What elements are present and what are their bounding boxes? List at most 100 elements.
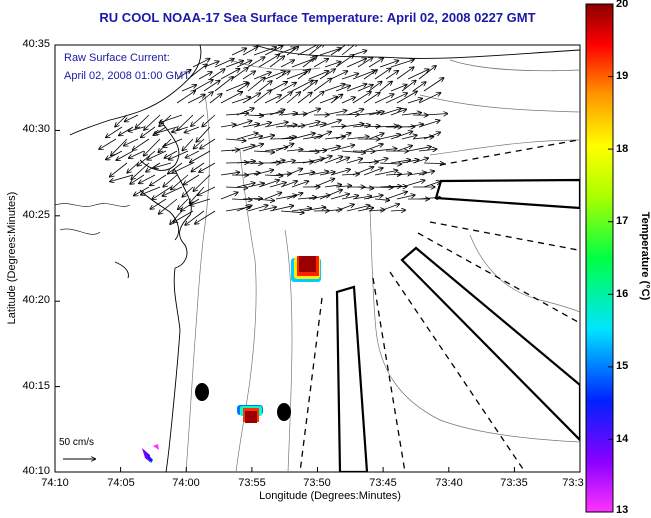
current-vector: [144, 114, 161, 130]
current-vector: [196, 126, 211, 142]
current-vector: [385, 174, 401, 175]
colorbar-tick-label: 17: [616, 215, 629, 227]
current-vector: [159, 198, 178, 214]
current-vector: [313, 156, 332, 164]
current-vector: [242, 71, 255, 80]
restricted-zones: [335, 178, 580, 472]
bathymetry-contours: [185, 59, 580, 472]
current-vector: [236, 83, 249, 92]
current-vector: [203, 62, 219, 68]
current-vector: [269, 183, 286, 188]
current-vector: [396, 67, 414, 80]
x-axis-label: Longitude (Degrees:Minutes): [259, 490, 401, 502]
current-vector: [110, 162, 128, 177]
current-vector: [335, 204, 354, 212]
current-vector: [253, 47, 276, 56]
current-vector: [374, 94, 394, 104]
x-tick-label: 73:50: [303, 477, 331, 489]
current-vector: [341, 196, 358, 200]
current-vector: [330, 126, 345, 127]
current-vector: [184, 174, 200, 185]
current-vector: [302, 56, 317, 68]
current-vector: [185, 210, 205, 225]
current-vector: [253, 123, 271, 128]
current-vector: [401, 113, 421, 115]
current-vector: [264, 46, 283, 56]
current-vector: [106, 150, 123, 160]
current-vector: [174, 210, 194, 222]
current-vector: [264, 193, 281, 200]
current-vector: [247, 136, 262, 140]
current-vector: [313, 179, 334, 188]
current-vector: [220, 124, 236, 127]
current-vector: [202, 114, 216, 126]
current-vector: [341, 151, 365, 153]
current-vector: [220, 193, 238, 200]
sst-patch-south: [237, 405, 263, 423]
current-vector: [423, 132, 440, 140]
current-vector: [363, 195, 383, 200]
current-vector: [401, 135, 417, 140]
current-vector: [247, 115, 263, 116]
current-vector: [302, 207, 325, 212]
current-vector: [330, 145, 354, 152]
current-vector: [194, 174, 211, 191]
current-vector: [291, 162, 313, 163]
current-vector: [297, 93, 312, 104]
current-vector: [176, 91, 195, 104]
current-vector: [374, 149, 396, 151]
current-vector: [133, 138, 150, 150]
current-vector: [319, 48, 341, 56]
current-vector: [258, 113, 283, 116]
colorbar: [585, 3, 614, 513]
current-vector: [330, 71, 347, 80]
current-vector: [192, 162, 205, 172]
current-vector: [141, 126, 156, 137]
colorbar-tick-label: 19: [616, 70, 629, 82]
current-vector: [302, 136, 322, 140]
current-vector: [151, 198, 167, 209]
y-tick-label: 40:15: [22, 380, 50, 392]
current-vector: [330, 194, 349, 200]
current-vector: [324, 157, 342, 164]
current-vector: [225, 113, 248, 115]
current-vector: [275, 144, 293, 152]
current-vector: [407, 172, 426, 175]
current-vector: [144, 138, 161, 156]
current-vector: [368, 133, 384, 140]
current-vector: [308, 92, 324, 104]
current-vector: [198, 92, 213, 104]
current-vector: [291, 181, 308, 188]
current-vector: [401, 180, 425, 188]
current-vector: [280, 211, 304, 213]
current-vector: [247, 183, 264, 188]
current-vector: [379, 186, 401, 187]
current-vector: [154, 162, 172, 168]
current-vector: [368, 112, 384, 116]
current-vector: [423, 163, 444, 164]
current-vector: [324, 185, 341, 187]
current-vector: [401, 160, 418, 164]
current-vector: [363, 144, 383, 152]
current-vector: [390, 160, 410, 164]
colorbar-tick-label: 13: [616, 504, 629, 516]
current-vector: [129, 126, 145, 131]
current-vector: [330, 95, 342, 104]
axis-ticks: [55, 44, 515, 473]
current-vector: [385, 71, 398, 80]
current-vector: [324, 62, 340, 68]
current-vector: [352, 70, 375, 80]
current-vector: [141, 186, 161, 195]
current-vector: [264, 122, 288, 128]
y-tick-label: 40:25: [22, 209, 50, 221]
current-vector: [319, 120, 341, 128]
current-vector: [346, 137, 369, 139]
current-vector: [231, 199, 252, 200]
x-tick-label: 73:45: [369, 477, 397, 489]
current-vector: [352, 125, 370, 127]
current-vector: [286, 169, 302, 176]
x-tick-label: 74:10: [41, 477, 69, 489]
current-vector: [163, 186, 183, 196]
current-vector: [258, 135, 274, 140]
current-vector: [291, 59, 314, 68]
